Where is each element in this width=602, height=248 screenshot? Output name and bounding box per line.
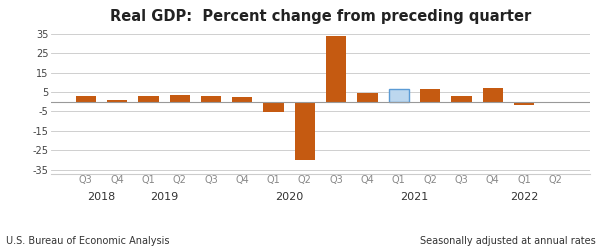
Text: Seasonally adjusted at annual rates: Seasonally adjusted at annual rates — [420, 236, 596, 246]
Bar — [232, 97, 252, 102]
Bar — [170, 95, 190, 102]
Bar — [264, 102, 284, 112]
Text: 2022: 2022 — [510, 192, 538, 202]
Text: 2018: 2018 — [87, 192, 116, 202]
Bar — [201, 96, 221, 102]
Bar — [514, 102, 534, 105]
Text: 2019: 2019 — [150, 192, 178, 202]
Bar — [420, 89, 440, 102]
Text: 2020: 2020 — [275, 192, 303, 202]
Bar — [483, 88, 503, 102]
Bar — [452, 96, 471, 102]
Bar — [138, 96, 158, 102]
Text: U.S. Bureau of Economic Analysis: U.S. Bureau of Economic Analysis — [6, 236, 170, 246]
Bar — [545, 102, 565, 103]
Bar — [358, 93, 377, 102]
Bar — [76, 96, 96, 102]
Bar — [107, 99, 127, 102]
Title: Real GDP:  Percent change from preceding quarter: Real GDP: Percent change from preceding … — [110, 9, 531, 24]
Bar — [326, 36, 346, 102]
Text: 2021: 2021 — [400, 192, 429, 202]
Bar — [389, 90, 409, 102]
Bar — [295, 102, 315, 160]
